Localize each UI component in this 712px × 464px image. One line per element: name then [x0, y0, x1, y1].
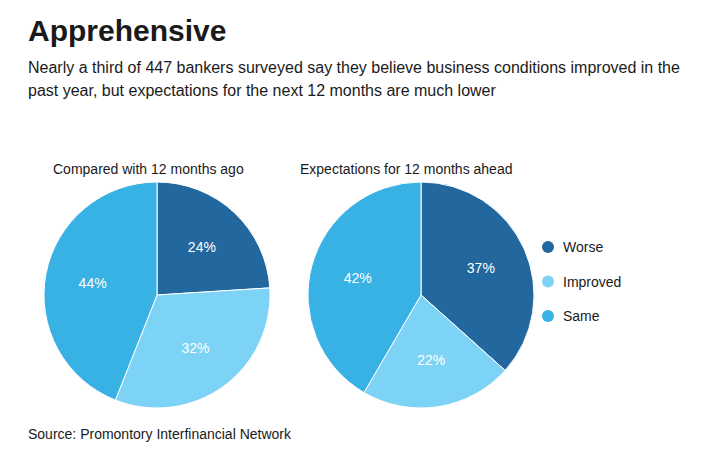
legend: Worse Improved Same	[542, 239, 621, 324]
data-label: 42%	[344, 270, 372, 286]
subtitle: Nearly a third of 447 bankers surveyed s…	[28, 56, 698, 102]
legend-swatch	[542, 241, 554, 253]
data-label: 37%	[467, 260, 495, 276]
pie-title: Expectations for 12 months ahead	[300, 161, 512, 177]
data-label: 32%	[182, 340, 210, 356]
pie: Compared with 12 months ago	[44, 161, 270, 408]
legend-label: Improved	[563, 274, 621, 290]
pie: Expectations for 12 months ahead	[300, 161, 534, 408]
data-label: 24%	[188, 239, 216, 255]
legend-label: Worse	[563, 239, 603, 255]
legend-label: Same	[563, 308, 600, 324]
chart: Compared with 12 months ago 24% 32% 44% Expe…	[0, 0, 712, 464]
source: Source: Promontory Interfinancial Networ…	[28, 426, 291, 442]
slice	[308, 182, 421, 393]
pie-title: Compared with 12 months ago	[53, 161, 244, 177]
labels: 37% 22% 42%	[344, 260, 495, 367]
labels: 24% 32% 44%	[79, 239, 216, 356]
legend-swatch	[542, 310, 554, 322]
legend-swatch	[542, 276, 554, 288]
slice	[157, 182, 270, 295]
data-label: 44%	[79, 275, 107, 291]
data-label: 22%	[417, 352, 445, 368]
title: Apprehensive	[28, 14, 226, 48]
slice	[44, 182, 157, 400]
